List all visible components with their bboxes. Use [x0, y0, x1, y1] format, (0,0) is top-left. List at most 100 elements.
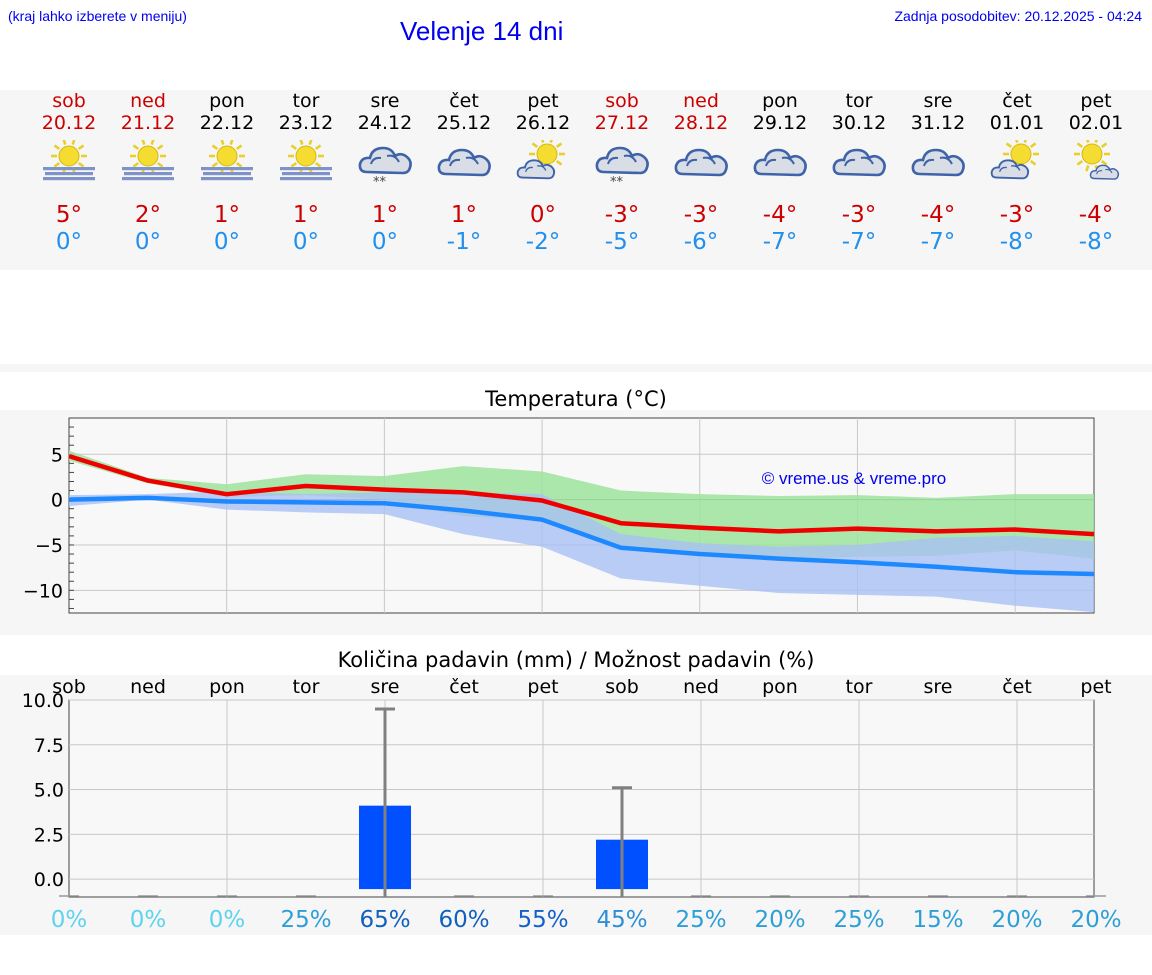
- precipitation-probability: 60%: [438, 907, 489, 933]
- day-column: pon 22.12 1° 0°: [187, 90, 267, 256]
- cloud-icon: [674, 148, 728, 177]
- min-temperature: -1°: [446, 229, 482, 255]
- day-column: sob 27.12 ** -3° -5°: [582, 90, 662, 256]
- x-tick-label: sob: [605, 676, 639, 698]
- day-name: tor: [845, 90, 873, 112]
- y-tick-label: 10.0: [22, 690, 64, 712]
- sun-cloud-icon: [516, 140, 565, 180]
- day-name: pon: [209, 90, 245, 112]
- cloud-snow-icon: **: [595, 146, 649, 186]
- day-name: sre: [370, 90, 400, 112]
- day-column: tor 30.12 -3° -7°: [819, 90, 899, 256]
- day-name: ned: [683, 90, 719, 112]
- precipitation-probability: 0%: [130, 907, 167, 933]
- day-name: ned: [130, 90, 166, 112]
- y-tick-label: 2.5: [34, 824, 64, 846]
- svg-text:**: **: [373, 175, 387, 186]
- day-date: 25.12: [436, 112, 492, 134]
- x-tick-label: tor: [846, 676, 873, 698]
- min-temperature: 0°: [292, 229, 320, 255]
- day-column: pet 02.01 -4° -8°: [1056, 90, 1136, 256]
- cloud-snow-icon: **: [358, 146, 412, 186]
- day-name: čet: [1002, 90, 1032, 112]
- max-temperature: 1°: [450, 202, 478, 228]
- day-date: 28.12: [673, 112, 729, 134]
- day-column: pet 26.12 0° -2°: [503, 90, 583, 256]
- min-temperature: 0°: [371, 229, 399, 255]
- max-temperature-line: [68, 453, 1095, 537]
- svg-text:**: **: [610, 175, 624, 186]
- max-temperature: -3°: [841, 202, 877, 228]
- max-temperature: 1°: [292, 202, 320, 228]
- day-date: 31.12: [910, 112, 966, 134]
- min-temperature: -2°: [525, 229, 561, 255]
- max-temperature: -4°: [920, 202, 956, 228]
- precipitation-probability: 20%: [754, 907, 805, 933]
- cloud-icon: [832, 148, 886, 177]
- day-name: čet: [449, 90, 479, 112]
- x-tick-label: čet: [449, 676, 479, 698]
- day-date: 23.12: [278, 112, 334, 134]
- day-name: tor: [292, 90, 320, 112]
- day-column: sre 24.12 ** 1° 0°: [345, 90, 425, 256]
- precipitation-probability: 45%: [596, 907, 647, 933]
- sun-fog-icon: [122, 140, 174, 181]
- day-name: pet: [1080, 90, 1112, 112]
- day-date: 01.01: [989, 112, 1045, 134]
- max-temperature: -3°: [999, 202, 1035, 228]
- temperature-chart-title: Temperatura (°C): [485, 387, 667, 411]
- day-date: 20.12: [41, 112, 97, 134]
- sun-cloud-icon: [990, 140, 1039, 180]
- x-tick-label: tor: [293, 676, 320, 698]
- precipitation-probability: 20%: [1070, 907, 1121, 933]
- max-temperature-band: [69, 450, 1094, 560]
- x-tick-label: čet: [1002, 676, 1032, 698]
- day-column: ned 28.12 -3° -6°: [661, 90, 741, 256]
- sun-fog-icon: [43, 140, 95, 181]
- y-tick-label: 0.0: [34, 869, 64, 891]
- day-date: 02.01: [1068, 112, 1124, 134]
- day-date: 21.12: [120, 112, 176, 134]
- min-temperature-band: [69, 491, 1094, 613]
- day-date: 24.12: [357, 112, 413, 134]
- max-temperature: -3°: [683, 202, 719, 228]
- precipitation-probability: 20%: [991, 907, 1042, 933]
- x-tick-label: sre: [924, 676, 953, 698]
- sun-small-cloud-icon: [1074, 140, 1120, 180]
- min-temperature-line: [68, 495, 1095, 577]
- x-tick-label: pon: [762, 676, 798, 698]
- page-title: Velenje 14 dni: [400, 16, 564, 46]
- day-column: ned 21.12 2° 0°: [108, 90, 188, 256]
- x-tick-label: pet: [527, 676, 558, 698]
- temperature-chart: 5 0 −5 −10 © vreme.us & vreme.pro: [23, 417, 1095, 614]
- forecast-strip: [0, 90, 1152, 270]
- x-tick-label: pet: [1080, 676, 1111, 698]
- day-date: 30.12: [831, 112, 887, 134]
- location-menu-hint[interactable]: (kraj lahko izberete v meniju): [8, 8, 187, 24]
- min-temperature: -6°: [683, 229, 719, 255]
- x-tick-label: pon: [209, 676, 245, 698]
- x-tick-label: ned: [683, 676, 719, 698]
- y-tick-label: 5: [51, 444, 63, 466]
- day-column: tor 23.12 1° 0°: [266, 90, 346, 256]
- precipitation-probability: 0%: [51, 907, 88, 933]
- y-tick-label: 0: [51, 490, 63, 512]
- max-temperature: 2°: [134, 202, 162, 228]
- day-column: čet 25.12 1° -1°: [424, 90, 504, 256]
- y-tick-label: −5: [35, 535, 63, 557]
- min-temperature: 0°: [134, 229, 162, 255]
- sun-fog-icon: [280, 140, 332, 181]
- precipitation-probability: 15%: [912, 907, 963, 933]
- y-tick-label: −10: [23, 580, 63, 602]
- section-divider: [0, 364, 1152, 372]
- max-temperature: -4°: [762, 202, 798, 228]
- x-tick-label: sob: [52, 676, 86, 698]
- precipitation-chart: 0.02.55.07.510.0sob0%ned0%pon0%tor25%sre…: [22, 676, 1122, 933]
- day-date: 22.12: [199, 112, 255, 134]
- max-temperature: 1°: [371, 202, 399, 228]
- precipitation-probability: 65%: [359, 907, 410, 933]
- day-date: 29.12: [752, 112, 808, 134]
- precipitation-probability: 25%: [675, 907, 726, 933]
- day-column: sob 20.12 5° 0°: [29, 90, 109, 256]
- precipitation-probability: 25%: [833, 907, 884, 933]
